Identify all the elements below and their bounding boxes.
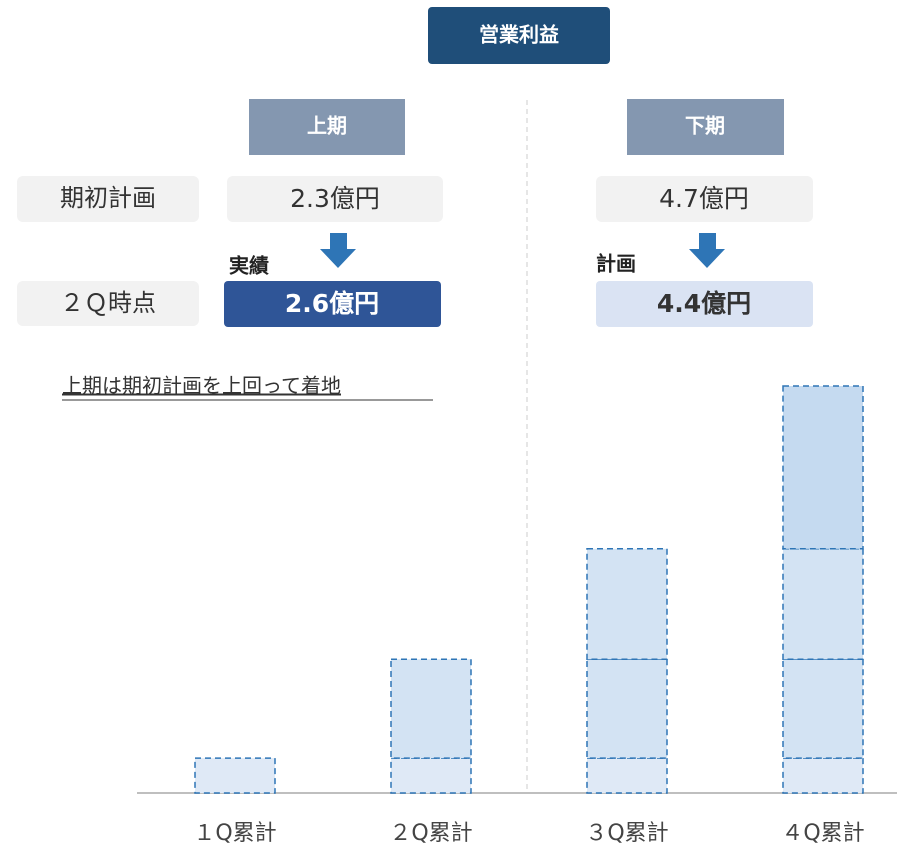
bar-segment [586,548,668,661]
bar-segment [782,548,864,661]
row-header [17,176,199,222]
column-header [627,99,784,155]
bar-segment [782,757,864,794]
note: 上期は期初計画を上回って着地 [62,374,341,398]
bar-segment [390,757,472,794]
column-label: 上期 [307,114,347,138]
arrow [689,233,725,268]
x-tick-label: ３Q累計 [585,821,668,846]
status-label: 実績 [229,254,269,278]
value-text: 4.7億円 [659,184,749,213]
bar-segment [194,757,276,794]
bar-segment [586,658,668,759]
x-tick-label: ４Q累計 [781,821,864,846]
x-tick-label: ２Q累計 [389,821,472,846]
result-text: 2.6億円 [285,289,379,318]
arrow [320,233,356,268]
title-box [428,7,610,64]
bar-segment [390,658,472,759]
value-box [227,176,443,222]
bar-segment [586,757,668,794]
title: 営業利益 [479,23,559,47]
row-label: ２Ｑ時点 [60,289,156,317]
x-tick-label: １Q累計 [193,821,276,846]
value-text: 2.3億円 [290,184,380,213]
result-box [224,281,441,327]
column-label: 下期 [685,114,725,138]
bar-segment [782,658,864,759]
result-box [596,281,813,327]
row-label: 期初計画 [60,184,156,212]
status-label: 計画 [596,252,636,276]
result-text: 4.4億円 [657,289,751,318]
column-header [249,99,405,155]
bar-segment [782,385,864,550]
row-header [17,281,199,326]
value-box [596,176,813,222]
